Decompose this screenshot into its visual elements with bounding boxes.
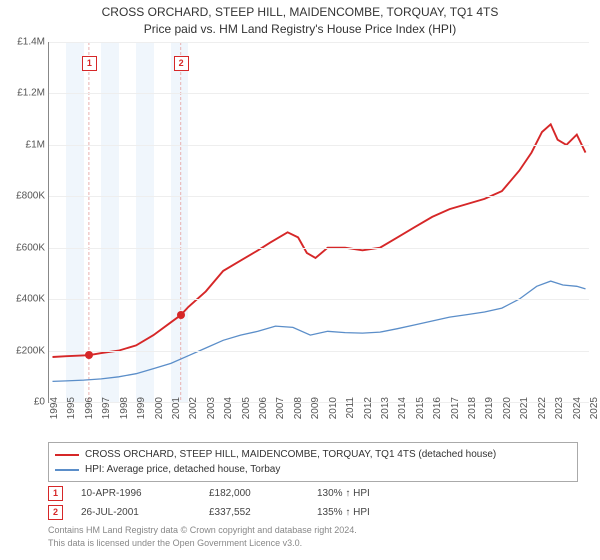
legend-label-hpi: HPI: Average price, detached house, Torb… xyxy=(85,462,280,477)
legend-label-price: CROSS ORCHARD, STEEP HILL, MAIDENCOMBE, … xyxy=(85,447,496,462)
transaction-price: £337,552 xyxy=(209,507,299,518)
legend-swatch-hpi xyxy=(55,469,79,471)
gridline xyxy=(49,42,589,43)
x-axis-label: 2023 xyxy=(554,397,565,419)
gridline xyxy=(49,248,589,249)
gridline xyxy=(49,351,589,352)
x-axis-label: 2018 xyxy=(467,397,478,419)
gridline xyxy=(49,145,589,146)
footer-line-1: Contains HM Land Registry data © Crown c… xyxy=(48,524,357,537)
title-line-1: CROSS ORCHARD, STEEP HILL, MAIDENCOMBE, … xyxy=(0,4,600,21)
chart-svg xyxy=(49,42,589,402)
sale-marker-box: 2 xyxy=(174,56,189,71)
x-axis-label: 2019 xyxy=(484,397,495,419)
gridline xyxy=(49,93,589,94)
x-axis-label: 2006 xyxy=(258,397,269,419)
y-axis-label: £200K xyxy=(1,345,45,356)
title-line-2: Price paid vs. HM Land Registry's House … xyxy=(0,21,600,38)
y-axis-label: £1M xyxy=(1,139,45,150)
gridline xyxy=(49,299,589,300)
sale-point-icon xyxy=(177,311,185,319)
x-axis-label: 2010 xyxy=(328,397,339,419)
footer-line-2: This data is licensed under the Open Gov… xyxy=(48,537,357,550)
legend-swatch-price xyxy=(55,454,79,456)
chart-title-block: CROSS ORCHARD, STEEP HILL, MAIDENCOMBE, … xyxy=(0,0,600,38)
x-axis-label: 2005 xyxy=(241,397,252,419)
legend-row-price: CROSS ORCHARD, STEEP HILL, MAIDENCOMBE, … xyxy=(55,447,571,462)
x-axis-label: 2008 xyxy=(293,397,304,419)
x-axis-label: 2020 xyxy=(502,397,513,419)
x-axis-label: 2002 xyxy=(188,397,199,419)
x-axis-label: 2017 xyxy=(450,397,461,419)
x-axis-label: 2007 xyxy=(275,397,286,419)
y-axis-label: £800K xyxy=(1,191,45,202)
x-axis-label: 2003 xyxy=(206,397,217,419)
x-axis-label: 2016 xyxy=(432,397,443,419)
sale-marker-box: 1 xyxy=(82,56,97,71)
x-axis-label: 2012 xyxy=(363,397,374,419)
transaction-date: 10-APR-1996 xyxy=(81,488,191,499)
x-axis-label: 2004 xyxy=(223,397,234,419)
y-axis-label: £1.4M xyxy=(1,37,45,48)
x-axis-label: 2022 xyxy=(537,397,548,419)
x-axis-label: 2015 xyxy=(415,397,426,419)
series-line-price_paid xyxy=(53,124,586,357)
legend-box: CROSS ORCHARD, STEEP HILL, MAIDENCOMBE, … xyxy=(48,442,578,482)
x-axis-label: 2000 xyxy=(154,397,165,419)
x-axis-label: 1994 xyxy=(49,397,60,419)
x-axis-label: 1998 xyxy=(119,397,130,419)
transaction-price: £182,000 xyxy=(209,488,299,499)
series-line-hpi xyxy=(53,281,586,381)
gridline xyxy=(49,196,589,197)
transaction-row: 2 26-JUL-2001 £337,552 135% ↑ HPI xyxy=(48,503,578,522)
transaction-row: 1 10-APR-1996 £182,000 130% ↑ HPI xyxy=(48,484,578,503)
transaction-hpi: 135% ↑ HPI xyxy=(317,507,417,518)
x-axis-label: 2013 xyxy=(380,397,391,419)
x-axis-label: 2025 xyxy=(589,397,600,419)
sale-point-icon xyxy=(85,351,93,359)
y-axis-label: £0 xyxy=(1,397,45,408)
transaction-marker-icon: 1 xyxy=(48,486,63,501)
x-axis-label: 1997 xyxy=(101,397,112,419)
x-axis-label: 2009 xyxy=(310,397,321,419)
x-axis-label: 2014 xyxy=(397,397,408,419)
x-axis-label: 1999 xyxy=(136,397,147,419)
transactions-table: 1 10-APR-1996 £182,000 130% ↑ HPI 2 26-J… xyxy=(48,484,578,522)
x-axis-label: 2001 xyxy=(171,397,182,419)
footer-attribution: Contains HM Land Registry data © Crown c… xyxy=(48,524,357,549)
x-axis-label: 2021 xyxy=(519,397,530,419)
y-axis-label: £400K xyxy=(1,294,45,305)
y-axis-label: £600K xyxy=(1,242,45,253)
x-axis-label: 1995 xyxy=(66,397,77,419)
transaction-date: 26-JUL-2001 xyxy=(81,507,191,518)
transaction-hpi: 130% ↑ HPI xyxy=(317,488,417,499)
chart-plot-area: £0£200K£400K£600K£800K£1M£1.2M£1.4M19941… xyxy=(48,42,589,403)
x-axis-label: 2024 xyxy=(572,397,583,419)
transaction-marker-icon: 2 xyxy=(48,505,63,520)
legend-row-hpi: HPI: Average price, detached house, Torb… xyxy=(55,462,571,477)
x-axis-label: 2011 xyxy=(345,397,356,419)
x-axis-label: 1996 xyxy=(84,397,95,419)
y-axis-label: £1.2M xyxy=(1,88,45,99)
